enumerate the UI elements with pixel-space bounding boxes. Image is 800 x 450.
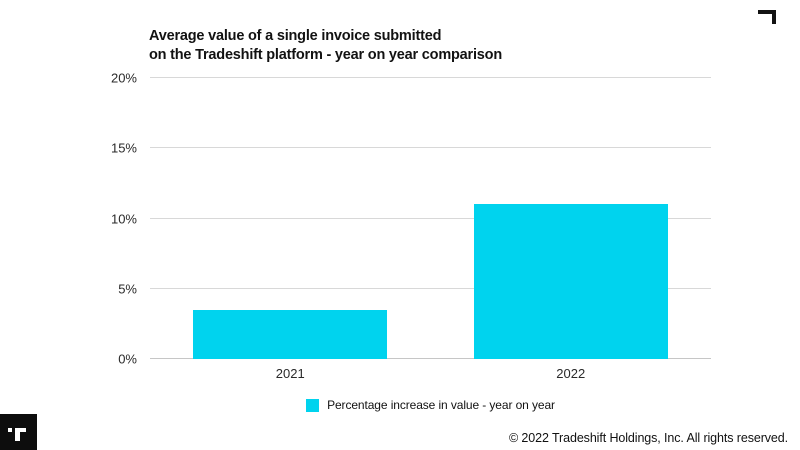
- corner-bracket-icon: [758, 10, 776, 24]
- gridline: [150, 358, 711, 359]
- y-axis-label: 20%: [110, 70, 137, 86]
- gridline: [150, 217, 711, 219]
- copyright-text: © 2022 Tradeshift Holdings, Inc. All rig…: [508, 431, 788, 445]
- y-axis-label: 15%: [110, 140, 137, 156]
- corner-bracket-horizontal: [758, 10, 776, 14]
- x-axis-label: 2022: [556, 366, 586, 381]
- y-axis-label: 5%: [118, 281, 137, 297]
- plot-area: 0% 5% 10% 15% 20% 2021 2022: [111, 71, 711, 381]
- logo-t-bar: [15, 428, 26, 432]
- legend: Percentage increase in value - year on y…: [150, 398, 711, 412]
- x-axis-label: 2021: [275, 366, 305, 381]
- logo-t-stem: [15, 432, 20, 441]
- legend-swatch-icon: [306, 398, 320, 412]
- gridline: [150, 77, 711, 78]
- tradeshift-logo: [0, 414, 37, 450]
- legend-label: Percentage increase in value - year on y…: [327, 398, 555, 412]
- chart-title: Average value of a single invoice submit…: [149, 28, 502, 63]
- gridline: [150, 287, 711, 289]
- bar-2022: [473, 204, 668, 359]
- gridline: [150, 147, 711, 149]
- y-axis-label: 0%: [118, 351, 137, 367]
- logo-t-icon: [8, 428, 12, 432]
- y-axis-label: 10%: [110, 211, 137, 226]
- corner-bracket-vertical: [772, 10, 776, 24]
- bar-2021: [193, 309, 388, 359]
